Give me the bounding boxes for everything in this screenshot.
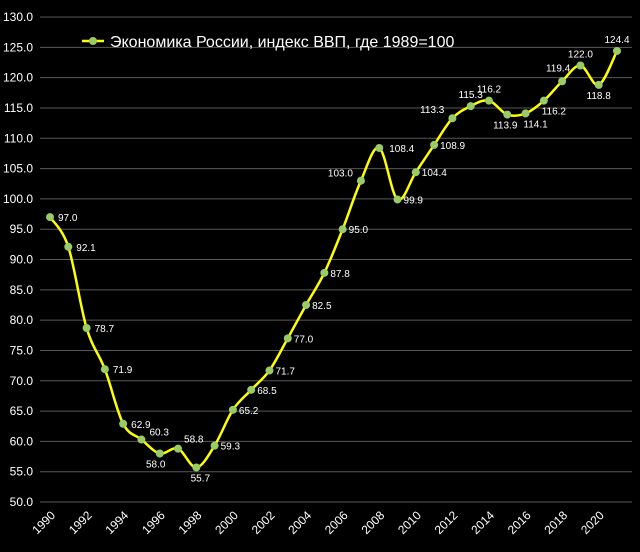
y-tick-label: 105.0 bbox=[3, 162, 33, 176]
y-tick-label: 55.0 bbox=[10, 465, 34, 479]
y-tick-label: 125.0 bbox=[3, 40, 33, 54]
y-tick-label: 95.0 bbox=[10, 222, 34, 236]
data-point bbox=[320, 268, 329, 277]
data-label: 77.0 bbox=[294, 334, 314, 345]
data-label: 59.3 bbox=[221, 442, 241, 453]
legend-label: Экономика России, индекс ВВП, где 1989=1… bbox=[110, 34, 454, 51]
data-label: 68.5 bbox=[257, 386, 277, 397]
data-point bbox=[100, 365, 109, 374]
data-label: 95.0 bbox=[349, 225, 369, 236]
data-label: 104.4 bbox=[422, 168, 447, 179]
data-label: 92.1 bbox=[76, 243, 96, 254]
data-point bbox=[192, 463, 201, 472]
data-point bbox=[466, 102, 475, 111]
y-tick-label: 90.0 bbox=[10, 253, 34, 267]
data-label: 71.7 bbox=[275, 366, 295, 377]
y-tick-label: 85.0 bbox=[10, 283, 34, 297]
y-tick-label: 70.0 bbox=[10, 374, 34, 388]
data-label: 118.8 bbox=[587, 91, 612, 102]
data-label: 122.0 bbox=[568, 50, 593, 61]
data-point bbox=[613, 46, 621, 55]
data-label: 115.3 bbox=[459, 90, 484, 101]
data-label: 124.4 bbox=[604, 35, 629, 46]
data-point bbox=[430, 140, 439, 149]
data-label: 87.8 bbox=[330, 269, 350, 280]
data-point bbox=[338, 225, 347, 234]
data-point bbox=[155, 449, 164, 458]
y-tick-label: 115.0 bbox=[4, 101, 33, 115]
y-tick-label: 100.0 bbox=[3, 192, 33, 206]
data-point bbox=[82, 324, 91, 333]
data-point bbox=[539, 96, 548, 105]
data-label: 78.7 bbox=[95, 324, 115, 335]
data-label: 116.2 bbox=[542, 107, 567, 118]
data-label: 119.4 bbox=[546, 63, 571, 74]
data-point bbox=[137, 435, 146, 444]
data-label: 65.2 bbox=[239, 406, 259, 417]
y-tick-label: 130.0 bbox=[3, 10, 33, 24]
data-label: 58.8 bbox=[184, 435, 204, 446]
data-point bbox=[576, 61, 585, 70]
y-tick-label: 80.0 bbox=[10, 313, 34, 327]
data-label: 108.9 bbox=[440, 141, 465, 152]
data-point bbox=[174, 444, 183, 453]
legend-marker bbox=[89, 37, 97, 45]
data-point bbox=[484, 96, 493, 105]
data-point bbox=[503, 110, 512, 119]
data-labels: 97.0 92.1 78.7 71.9 62.960.3 58.0 58.8 55.7 59.3… bbox=[58, 35, 630, 484]
data-point bbox=[448, 114, 457, 123]
data-point bbox=[64, 242, 73, 251]
data-label: 55.7 bbox=[191, 473, 211, 484]
data-point bbox=[393, 195, 402, 204]
data-label: 113.3 bbox=[420, 105, 445, 116]
legend: Экономика России, индекс ВВП, где 1989=1… bbox=[82, 34, 454, 51]
data-label: 58.0 bbox=[146, 460, 166, 471]
y-tick-label: 75.0 bbox=[10, 343, 34, 357]
data-label: 62.9 bbox=[131, 420, 151, 431]
data-point bbox=[265, 366, 274, 375]
y-axis: 50.0 55.0 60.0 65.0 70.0 75.0 80.0 85.0 90.0 95.0… bbox=[3, 10, 33, 509]
y-tick-label: 110.0 bbox=[4, 131, 33, 145]
data-point bbox=[411, 168, 420, 177]
data-label: 71.9 bbox=[113, 365, 133, 376]
data-point bbox=[594, 80, 603, 89]
data-point bbox=[521, 109, 530, 118]
data-point bbox=[302, 300, 311, 309]
data-point bbox=[375, 143, 384, 152]
data-point bbox=[558, 77, 567, 86]
data-point bbox=[283, 334, 292, 343]
y-tick-label: 60.0 bbox=[10, 434, 34, 448]
data-label: 114.1 bbox=[523, 119, 548, 130]
data-point bbox=[210, 441, 219, 450]
data-label: 103.0 bbox=[328, 169, 353, 180]
series-points bbox=[46, 46, 621, 472]
data-label: 97.0 bbox=[58, 213, 78, 224]
y-tick-label: 50.0 bbox=[10, 495, 34, 509]
data-point bbox=[46, 213, 54, 222]
data-point bbox=[356, 176, 365, 185]
data-label: 116.2 bbox=[477, 85, 502, 96]
data-label: 99.9 bbox=[404, 195, 424, 206]
data-label: 60.3 bbox=[149, 428, 169, 439]
y-tick-label: 120.0 bbox=[3, 71, 33, 85]
data-point bbox=[228, 405, 237, 414]
data-label: 82.5 bbox=[312, 301, 332, 312]
data-label: 113.9 bbox=[493, 121, 518, 132]
data-point bbox=[119, 419, 128, 428]
y-tick-label: 65.0 bbox=[10, 404, 34, 418]
data-label: 108.4 bbox=[389, 144, 414, 155]
data-point bbox=[247, 385, 256, 394]
